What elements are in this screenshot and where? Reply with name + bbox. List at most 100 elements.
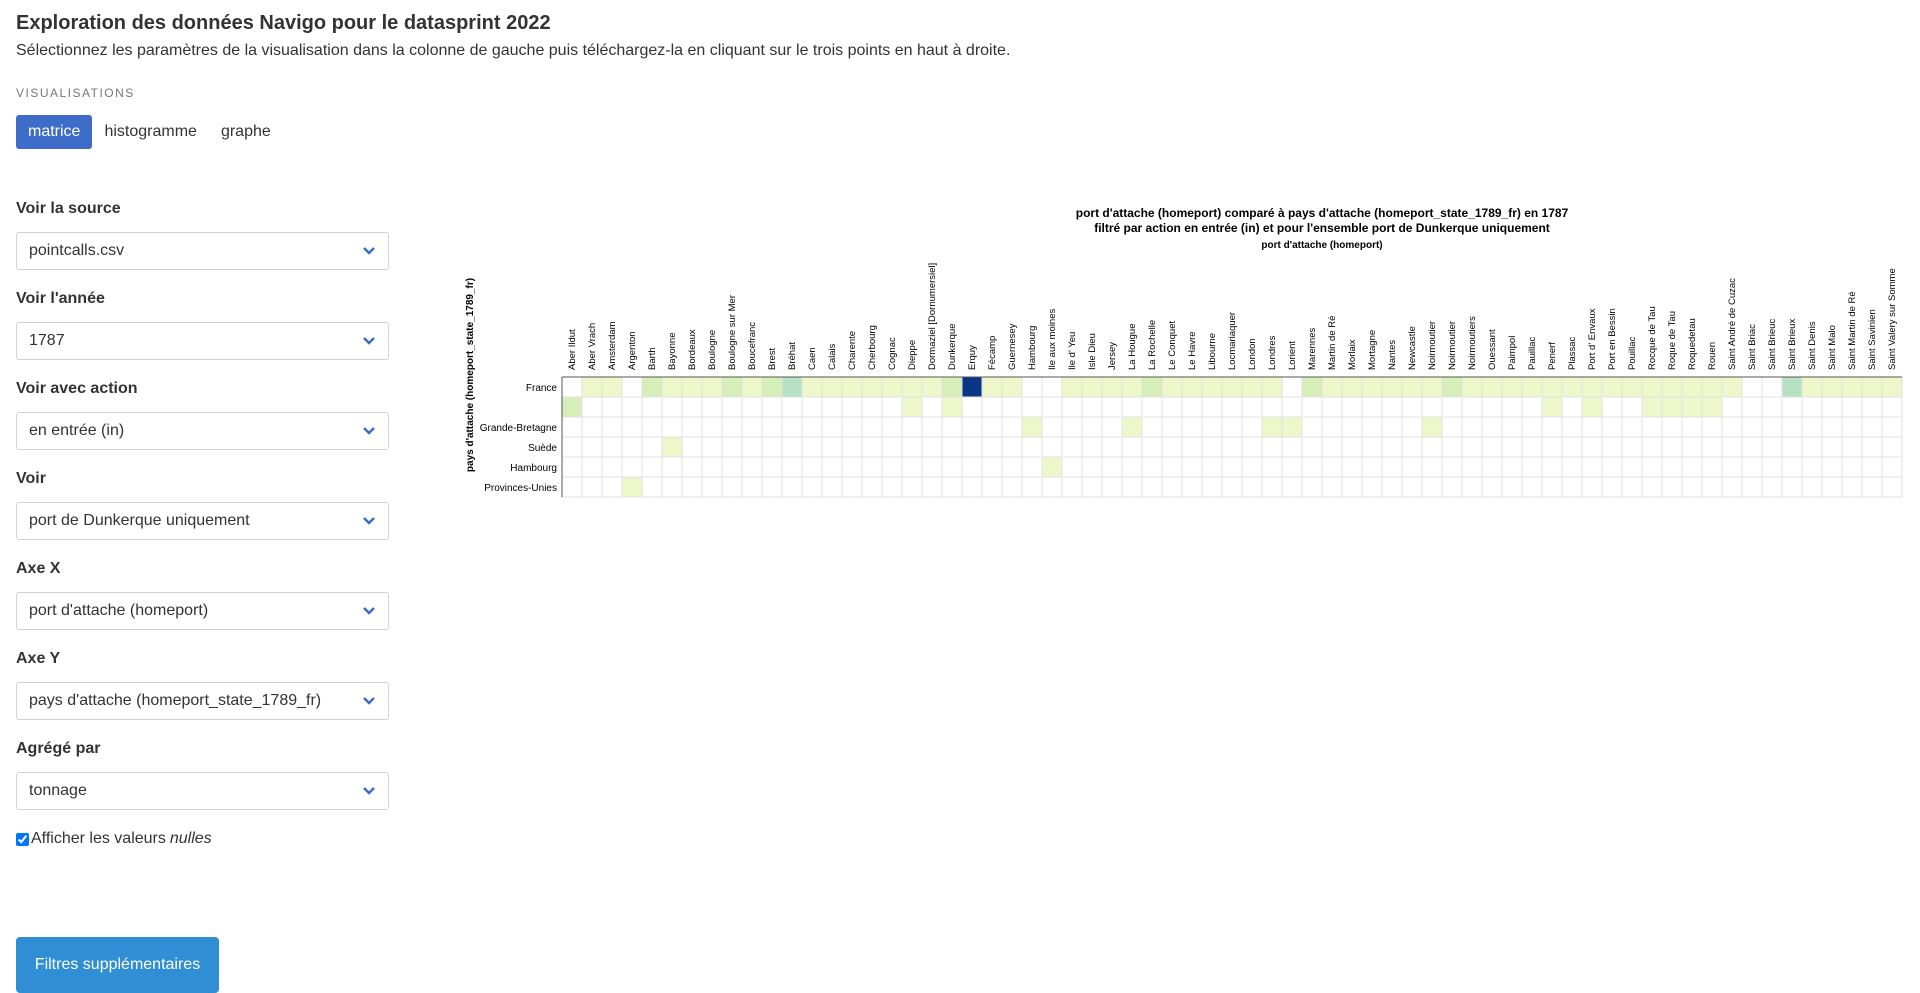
heatmap-cell [1601,456,1623,478]
chevron-down-icon [363,247,375,255]
heatmap-cell [1481,396,1503,418]
heatmap-cell [1261,376,1283,398]
heatmap-cell [621,416,643,438]
heatmap-cell [1181,456,1203,478]
x-tick-label: Lorient [1287,341,1298,370]
heatmap-cell [661,416,683,438]
heatmap-cell [1201,396,1223,418]
heatmap-cell [1061,396,1083,418]
heatmap-cell [1081,396,1103,418]
heatmap-cell [781,396,803,418]
heatmap-cell [1081,376,1103,398]
axis-y-label: Axe Y [16,650,61,667]
heatmap-cell [1061,376,1083,398]
chart-title: port d'attache (homeport) comparé à pays… [1076,206,1569,220]
heatmap-cell [1281,436,1303,458]
voir-select[interactable]: port de Dunkerque uniquement [16,502,389,540]
heatmap-cell [601,476,623,498]
null-values-checkbox[interactable] [16,832,29,846]
x-tick-label: Ile aux moines [1047,308,1058,370]
heatmap-cell [1101,376,1123,398]
heatmap-cell [1441,476,1463,498]
heatmap-cell [681,396,703,418]
heatmap-cell [801,416,823,438]
heatmap-cell [941,456,963,478]
tab-graphe[interactable]: graphe [209,115,283,149]
heatmap-cell [1861,436,1883,458]
heatmap-cell [1301,376,1323,398]
heatmap-cell [1321,396,1343,418]
heatmap-cell [881,436,903,458]
heatmap-cell [861,396,883,418]
heatmap-cell [701,416,723,438]
action-select[interactable]: en entrée (in) [16,412,389,450]
heatmap-cell [1481,456,1503,478]
axis-x-select[interactable]: port d'attache (homeport) [16,592,389,630]
heatmap-cell [961,416,983,438]
heatmap-cell [1321,416,1343,438]
tab-histogramme[interactable]: histogramme [92,115,208,149]
heatmap-cell [881,396,903,418]
heatmap-cell [1321,456,1343,478]
heatmap-cell [841,476,863,498]
year-select[interactable]: 1787 [16,322,389,360]
heatmap-cell [1441,436,1463,458]
heatmap-cell [1501,416,1523,438]
tab-matrice[interactable]: matrice [16,115,93,149]
heatmap-cell [1701,476,1723,498]
chevron-down-icon [363,427,375,435]
page-subtitle: Sélectionnez les paramètres de la visual… [16,42,1011,59]
heatmap-cell [1561,436,1583,458]
extra-filters-button[interactable]: Filtres supplémentaires [16,937,219,993]
voir-label: Voir [16,470,46,487]
x-tick-label: Saint André de Cuzac [1727,278,1738,370]
aggregate-select[interactable]: tonnage [16,772,389,810]
visualisations-label: VISUALISATIONS [16,86,135,100]
heatmap-cell [721,376,743,398]
heatmap-cell [801,456,823,478]
heatmap-cell [1401,456,1423,478]
heatmap-cell [661,476,683,498]
heatmap-cell [661,456,683,478]
heatmap-cell [861,436,883,458]
heatmap-cell [1581,416,1603,438]
y-tick-label: Grande-Bretagne [480,423,558,434]
heatmap-cell [1541,436,1563,458]
heatmap-cell [1681,376,1703,398]
x-tick-label: Pauillac [1527,336,1538,370]
source-select[interactable]: pointcalls.csv [16,232,389,270]
heatmap-cell [1781,396,1803,418]
heatmap-cell [1101,456,1123,478]
heatmap-cell [1081,436,1103,458]
heatmap-cell [1521,416,1543,438]
heatmap-cell [901,456,923,478]
heatmap-cell [1381,396,1403,418]
heatmap-cell [1541,416,1563,438]
heatmap-cell [1661,456,1683,478]
heatmap-cell [1541,476,1563,498]
heatmap-cell [1721,396,1743,418]
heatmap-cell [1081,416,1103,438]
heatmap-cell [1261,436,1283,458]
heatmap-cell [1021,456,1043,478]
heatmap-cell [821,416,843,438]
heatmap-cell [1361,416,1383,438]
heatmap-cell [1881,476,1903,498]
heatmap-cell [721,476,743,498]
axis-y-select[interactable]: pays d'attache (homeport_state_1789_fr) [16,682,389,720]
heatmap-cell [1281,456,1303,478]
heatmap-cell [1001,396,1023,418]
heatmap-cell [1461,416,1483,438]
heatmap-cell [1061,456,1083,478]
heatmap-cell [1241,436,1263,458]
heatmap-cell [661,396,683,418]
visualisation-tabs: matrice histogramme graphe [16,115,283,149]
heatmap-cell [681,456,703,478]
heatmap-cell [1381,436,1403,458]
heatmap-cell [1581,436,1603,458]
heatmap-cell [1161,396,1183,418]
heatmap-cell [1021,436,1043,458]
heatmap-cell [1061,416,1083,438]
heatmap-cell [1061,476,1083,498]
x-tick-label: Locmariaquer [1227,312,1238,370]
